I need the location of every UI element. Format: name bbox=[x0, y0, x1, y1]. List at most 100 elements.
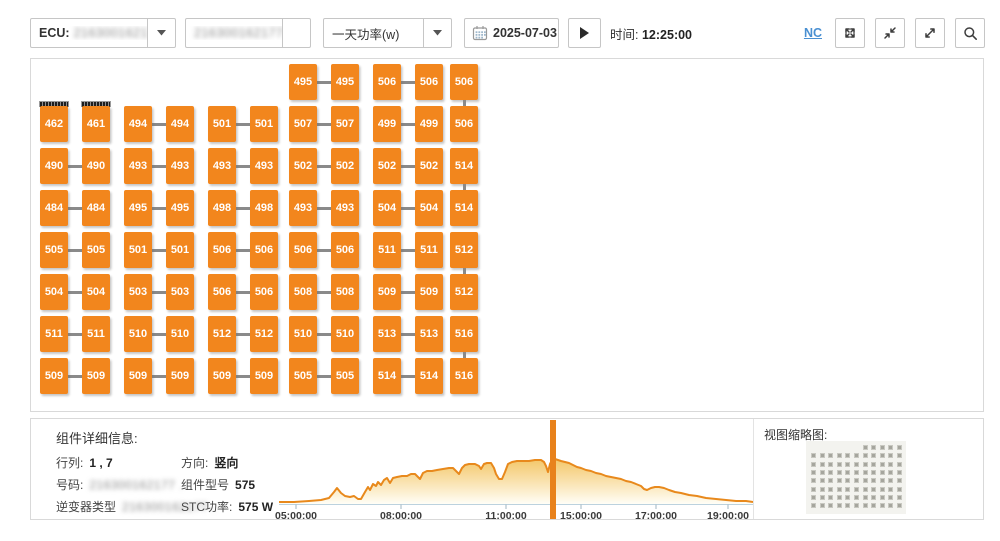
module-panel[interactable]: 511 bbox=[82, 316, 110, 352]
inverter-select[interactable]: 216300162177 . bbox=[185, 18, 311, 48]
module-panel[interactable]: 512 bbox=[250, 316, 278, 352]
module-panel[interactable]: 498 bbox=[250, 190, 278, 226]
module-panel[interactable]: 505 bbox=[289, 358, 317, 394]
module-panel[interactable]: 510 bbox=[289, 316, 317, 352]
nc-link[interactable]: NC bbox=[803, 26, 822, 40]
module-panel[interactable]: 502 bbox=[331, 148, 359, 184]
module-panel[interactable]: 501 bbox=[124, 232, 152, 268]
module-panel[interactable]: 501 bbox=[166, 232, 194, 268]
module-panel[interactable]: 506 bbox=[450, 64, 478, 100]
module-panel[interactable]: 509 bbox=[415, 274, 443, 310]
compress-view-button[interactable] bbox=[875, 18, 905, 48]
module-panel[interactable]: 502 bbox=[373, 148, 401, 184]
module-panel[interactable]: 512 bbox=[450, 274, 478, 310]
module-panel[interactable]: 507 bbox=[289, 106, 317, 142]
module-panel[interactable]: 506 bbox=[331, 232, 359, 268]
module-panel[interactable]: 509 bbox=[124, 358, 152, 394]
module-panel[interactable]: 506 bbox=[250, 232, 278, 268]
x-tick-label: 15:00:00 bbox=[560, 510, 602, 522]
metric-select[interactable]: 一天功率(w) bbox=[323, 18, 452, 48]
module-panel[interactable]: 504 bbox=[415, 190, 443, 226]
module-panel[interactable]: 504 bbox=[82, 274, 110, 310]
module-panel[interactable]: 516 bbox=[450, 316, 478, 352]
module-panel[interactable]: 509 bbox=[373, 274, 401, 310]
module-panel[interactable]: 509 bbox=[40, 358, 68, 394]
time-cursor[interactable] bbox=[550, 420, 556, 519]
module-panel[interactable]: 498 bbox=[208, 190, 236, 226]
module-panel[interactable]: 484 bbox=[40, 190, 68, 226]
module-panel[interactable]: 513 bbox=[415, 316, 443, 352]
module-panel[interactable]: 506 bbox=[415, 64, 443, 100]
layout-thumbnail[interactable] bbox=[806, 441, 906, 514]
module-panel[interactable]: 506 bbox=[289, 232, 317, 268]
thumbnail-module-dot bbox=[845, 478, 851, 484]
module-panel[interactable]: 502 bbox=[415, 148, 443, 184]
module-panel[interactable]: 505 bbox=[331, 358, 359, 394]
module-panel[interactable]: 510 bbox=[124, 316, 152, 352]
module-panel[interactable]: 493 bbox=[124, 148, 152, 184]
module-panel[interactable]: 495 bbox=[331, 64, 359, 100]
play-button[interactable] bbox=[568, 18, 601, 48]
module-panel[interactable]: 501 bbox=[208, 106, 236, 142]
thumbnail-module-dot bbox=[819, 469, 825, 475]
module-panel[interactable]: 505 bbox=[40, 232, 68, 268]
module-panel[interactable]: 490 bbox=[82, 148, 110, 184]
module-connector bbox=[401, 206, 415, 210]
module-panel[interactable]: 506 bbox=[450, 106, 478, 142]
module-panel[interactable]: 509 bbox=[166, 358, 194, 394]
module-panel[interactable]: 493 bbox=[250, 148, 278, 184]
module-panel[interactable]: 510 bbox=[331, 316, 359, 352]
module-panel[interactable]: 508 bbox=[331, 274, 359, 310]
ecu-select[interactable]: ECU:216300162177 . bbox=[30, 18, 176, 48]
module-panel[interactable]: 493 bbox=[208, 148, 236, 184]
module-panel[interactable]: 499 bbox=[373, 106, 401, 142]
module-panel[interactable]: 504 bbox=[373, 190, 401, 226]
module-panel[interactable]: 495 bbox=[124, 190, 152, 226]
expand-view-button[interactable] bbox=[915, 18, 945, 48]
module-panel[interactable]: 514 bbox=[450, 190, 478, 226]
module-panel[interactable]: 509 bbox=[82, 358, 110, 394]
module-panel[interactable]: 484 bbox=[82, 190, 110, 226]
module-panel[interactable]: 503 bbox=[166, 274, 194, 310]
module-panel[interactable]: 507 bbox=[331, 106, 359, 142]
module-panel[interactable]: 508 bbox=[289, 274, 317, 310]
module-panel[interactable]: 513 bbox=[373, 316, 401, 352]
module-panel[interactable]: 461 bbox=[82, 106, 110, 142]
module-panel[interactable]: 499 bbox=[415, 106, 443, 142]
module-panel[interactable]: 512 bbox=[450, 232, 478, 268]
module-panel[interactable]: 493 bbox=[166, 148, 194, 184]
module-panel[interactable]: 511 bbox=[415, 232, 443, 268]
direction-value: 竖向 bbox=[214, 456, 239, 470]
search-button[interactable] bbox=[955, 18, 985, 48]
module-panel[interactable]: 501 bbox=[250, 106, 278, 142]
module-panel[interactable]: 494 bbox=[124, 106, 152, 142]
module-panel[interactable]: 495 bbox=[166, 190, 194, 226]
module-panel[interactable]: 516 bbox=[450, 358, 478, 394]
module-panel[interactable]: 490 bbox=[40, 148, 68, 184]
module-panel[interactable]: 511 bbox=[40, 316, 68, 352]
module-panel[interactable]: 505 bbox=[82, 232, 110, 268]
module-panel[interactable]: 495 bbox=[289, 64, 317, 100]
module-panel[interactable]: 514 bbox=[373, 358, 401, 394]
module-panel[interactable]: 509 bbox=[208, 358, 236, 394]
module-panel[interactable]: 510 bbox=[166, 316, 194, 352]
module-panel[interactable]: 509 bbox=[250, 358, 278, 394]
module-panel[interactable]: 503 bbox=[124, 274, 152, 310]
module-panel[interactable]: 506 bbox=[208, 274, 236, 310]
module-panel[interactable]: 514 bbox=[450, 148, 478, 184]
module-panel[interactable]: 512 bbox=[208, 316, 236, 352]
module-panel[interactable]: 506 bbox=[373, 64, 401, 100]
module-panel[interactable]: 506 bbox=[250, 274, 278, 310]
date-picker[interactable]: 2025-07-03 bbox=[464, 18, 559, 48]
fullscreen-button[interactable] bbox=[835, 18, 865, 48]
power-chart[interactable]: 05:00:00 08:00:00 11:00:00 15:00:00 17:00:00… bbox=[275, 419, 754, 522]
module-panel[interactable]: 493 bbox=[331, 190, 359, 226]
module-panel[interactable]: 462 bbox=[40, 106, 68, 142]
module-panel[interactable]: 511 bbox=[373, 232, 401, 268]
module-panel[interactable]: 504 bbox=[40, 274, 68, 310]
module-panel[interactable]: 493 bbox=[289, 190, 317, 226]
module-panel[interactable]: 506 bbox=[208, 232, 236, 268]
module-panel[interactable]: 514 bbox=[415, 358, 443, 394]
module-panel[interactable]: 494 bbox=[166, 106, 194, 142]
module-panel[interactable]: 502 bbox=[289, 148, 317, 184]
